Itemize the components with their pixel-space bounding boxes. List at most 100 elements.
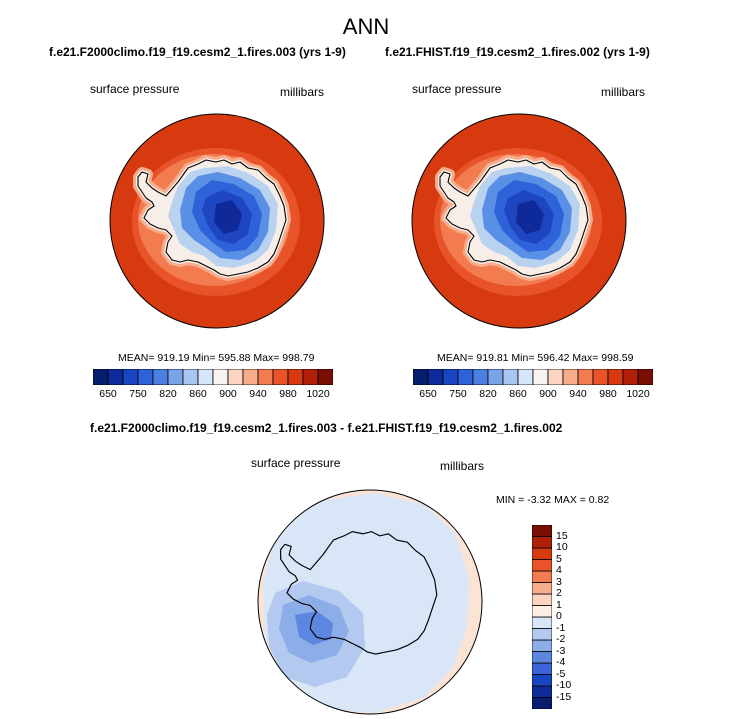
colorbar-swatch (517, 369, 534, 385)
coastline (439, 159, 589, 277)
panel-1-units-label: millibars (280, 85, 325, 99)
colorbar-swatch (577, 369, 594, 385)
colorbar-swatch (532, 570, 552, 583)
colorbar-swatch (532, 616, 552, 629)
colorbar-swatch (197, 369, 214, 385)
colorbar-tick-label: -4 (556, 656, 566, 668)
panel-1-colorbar (93, 369, 333, 385)
colorbar-swatch (532, 582, 552, 595)
colorbar-swatch (502, 369, 519, 385)
map-boundary (109, 113, 325, 329)
colorbar-tick-label: 0 (556, 610, 562, 622)
colorbar-swatch (472, 369, 489, 385)
coastline (280, 531, 438, 655)
colorbar-tick-label: -10 (556, 679, 572, 691)
colorbar-swatch (93, 369, 109, 385)
colorbar-tick-label: 750 (449, 388, 467, 400)
colorbar-tick-label: 1 (556, 598, 562, 611)
colorbar-swatch (152, 369, 169, 385)
map-boundary (257, 489, 483, 715)
colorbar-tick-label: 900 (219, 388, 237, 400)
panel-2-stats: MEAN= 919.81 Min= 596.42 Max= 998.59 (437, 352, 634, 364)
panel-1-stats: MEAN= 919.19 Min= 595.88 Max= 998.79 (118, 352, 315, 364)
colorbar-swatch (532, 605, 552, 618)
colorbar-swatch (257, 369, 274, 385)
colorbar-swatch (622, 369, 639, 385)
colorbar-swatch (287, 369, 304, 385)
panel-3-variable-label: surface pressure (251, 456, 341, 470)
colorbar-tick-label: 650 (99, 388, 117, 400)
colorbar-swatch (637, 369, 653, 385)
panel-2-units-label: millibars (601, 85, 646, 99)
colorbar-swatch (122, 369, 139, 385)
colorbar-tick-label: -1 (556, 621, 566, 634)
colorbar-tick-label: -2 (556, 633, 566, 645)
panel-3-units-label: millibars (440, 459, 485, 473)
colorbar-tick-label: 5 (556, 552, 562, 565)
colorbar-tick-label: -15 (556, 690, 572, 703)
colorbar-tick-label: 650 (419, 388, 437, 400)
panel-3-colorbar (532, 525, 552, 709)
colorbar-swatch (532, 559, 552, 572)
colorbar-swatch (427, 369, 444, 385)
colorbar-swatch (532, 369, 549, 385)
colorbar-tick-label: 2 (556, 587, 562, 599)
colorbar-swatch (607, 369, 624, 385)
colorbar-swatch (562, 369, 579, 385)
colorbar-swatch (442, 369, 459, 385)
figure-title: ANN (342, 14, 390, 39)
colorbar-swatch (532, 685, 552, 698)
colorbar-swatch (317, 369, 333, 385)
colorbar-swatch (532, 639, 552, 652)
panel-3-stats: MIN = -3.32 MAX = 0.82 (496, 494, 610, 506)
colorbar-swatch (457, 369, 474, 385)
colorbar-tick-label: 980 (599, 388, 617, 400)
panel-1-title: f.e21.F2000climo.f19_f19.cesm2_1.fires.0… (49, 45, 346, 59)
colorbar-swatch (532, 525, 552, 537)
colorbar-tick-label: 4 (556, 564, 562, 576)
panel-2-polar-map (411, 113, 627, 329)
colorbar-swatch (532, 662, 552, 675)
map-boundary (411, 113, 627, 329)
panel-2-variable-label: surface pressure (412, 82, 502, 96)
colorbar-swatch (532, 593, 552, 606)
colorbar-swatch (487, 369, 504, 385)
colorbar-tick-label: -3 (556, 644, 566, 657)
colorbar-swatch (137, 369, 154, 385)
ice-contour-5 (516, 200, 544, 234)
colorbar-tick-label: 3 (556, 575, 562, 588)
colorbar-swatch (532, 697, 552, 709)
colorbar-swatch (107, 369, 124, 385)
colorbar-swatch (242, 369, 259, 385)
colorbar-tick-label: 820 (159, 388, 177, 400)
colorbar-swatch (182, 369, 199, 385)
colorbar-swatch (532, 536, 552, 549)
colorbar-swatch (272, 369, 289, 385)
colorbar-tick-label: 860 (189, 388, 207, 400)
colorbar-tick-label: 10 (556, 541, 568, 553)
colorbar-tick-label: 820 (479, 388, 497, 400)
colorbar-tick-label: 980 (279, 388, 297, 400)
panel-3-title: f.e21.F2000climo.f19_f19.cesm2_1.fires.0… (90, 421, 563, 435)
panel-1-variable-label: surface pressure (90, 82, 180, 96)
colorbar-tick-label: 750 (129, 388, 147, 400)
colorbar-tick-label: 900 (539, 388, 557, 400)
colorbar-tick-label: 1020 (306, 388, 330, 400)
colorbar-tick-label: 1020 (626, 388, 650, 400)
colorbar-swatch (302, 369, 319, 385)
colorbar-swatch (592, 369, 609, 385)
colorbar-tick-label: 940 (249, 388, 267, 400)
ice-contour-5 (214, 200, 242, 234)
colorbar-tick-label: 860 (509, 388, 527, 400)
colorbar-swatch (532, 674, 552, 687)
colorbar-swatch (532, 651, 552, 664)
colorbar-swatch (413, 369, 429, 385)
colorbar-swatch (212, 369, 229, 385)
colorbar-swatch (547, 369, 564, 385)
colorbar-swatch (167, 369, 184, 385)
colorbar-tick-label: -5 (556, 667, 566, 680)
colorbar-swatch (532, 628, 552, 641)
colorbar-tick-label: 15 (556, 529, 568, 542)
panel-1-polar-map (109, 113, 325, 329)
panel-3-polar-map (257, 489, 483, 715)
